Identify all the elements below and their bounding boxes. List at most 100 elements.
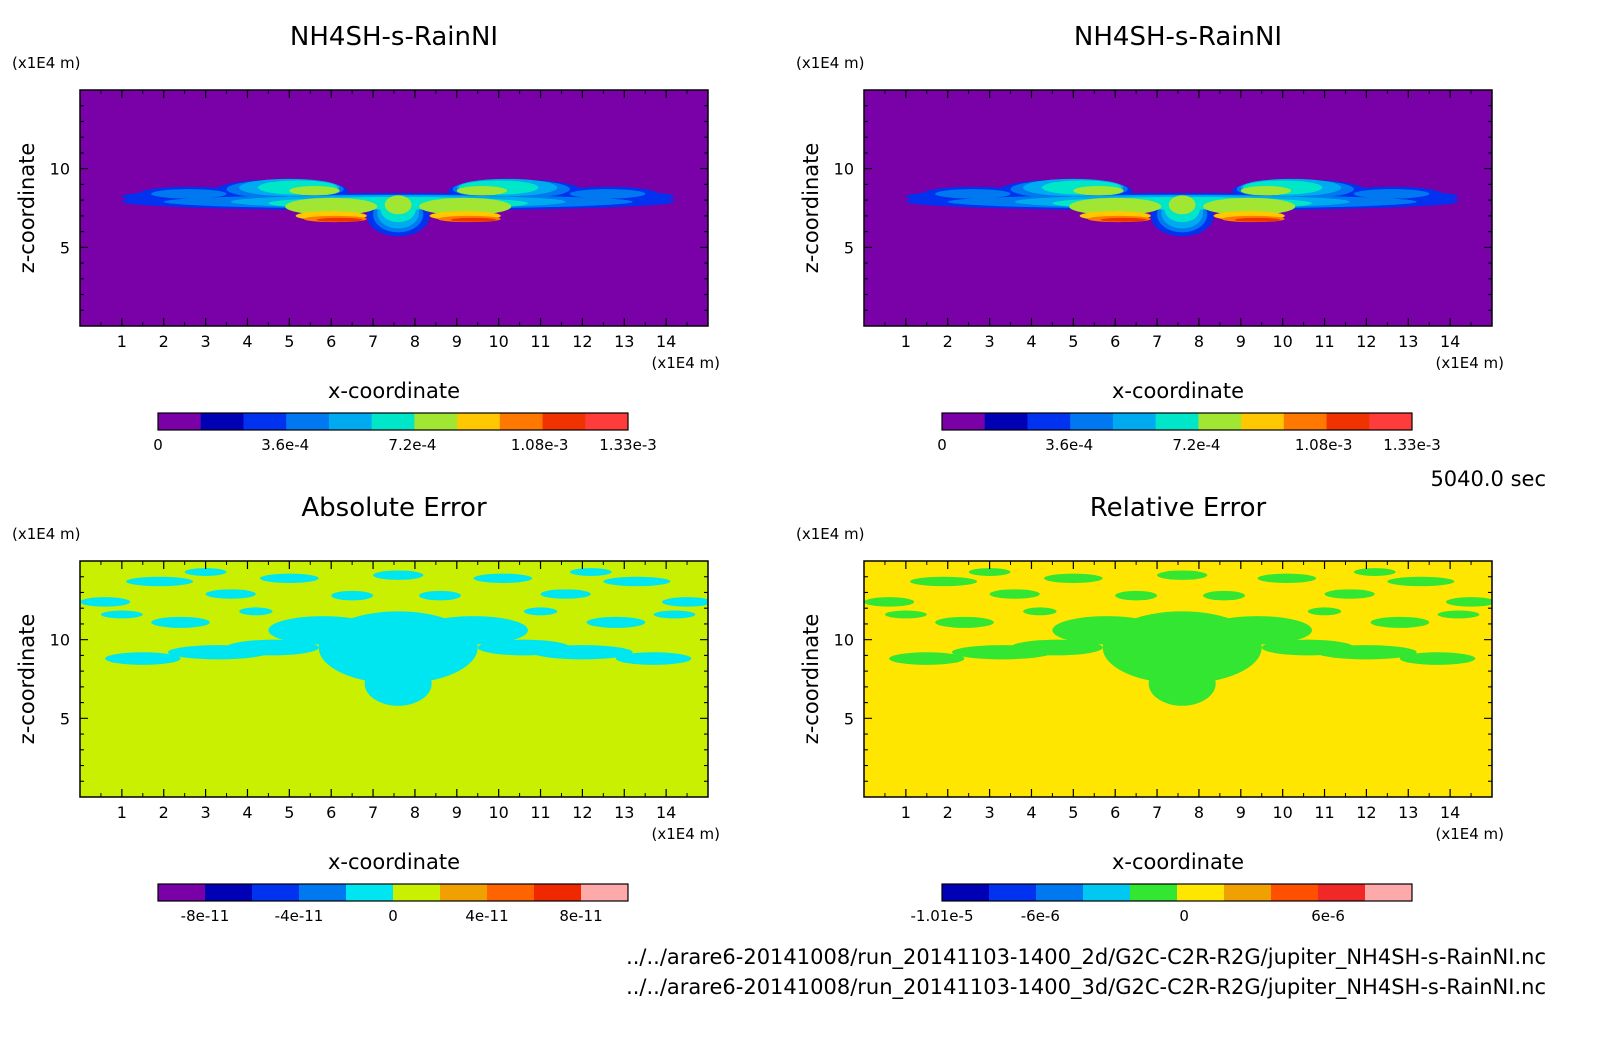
plot-area (864, 90, 1492, 326)
error-region-22 (100, 610, 143, 619)
colorbar-tick-label: 4e-11 (465, 907, 508, 925)
error-region-26 (1157, 570, 1208, 580)
error-region-21 (1445, 597, 1492, 607)
x-tick-label: 11 (530, 332, 550, 351)
plume-contour-7-0 (316, 217, 363, 222)
plume-contour-4-4 (1240, 185, 1292, 196)
error-region-20 (1387, 576, 1455, 587)
colorbar-segment (499, 413, 544, 430)
chart-title: NH4SH-s-RainNI (290, 22, 498, 52)
x-tick-label: 1 (901, 332, 911, 351)
colorbar-segment (243, 413, 287, 430)
colorbar-segment (457, 413, 501, 430)
x-tick-label: 12 (572, 803, 592, 822)
plume-contour-7-1 (1234, 217, 1281, 222)
y-axis-label: z-coordinate (799, 143, 823, 274)
colorbar-tick-label: 3.6e-4 (1045, 436, 1093, 454)
colorbar-segment (414, 413, 458, 430)
colorbar-tick-label: -6e-6 (1021, 907, 1060, 925)
colorbar: 0 3.6e-4 7.2e-4 1.08e-3 1.33e-3 (153, 412, 657, 454)
colorbar-tick-label: 7.2e-4 (1172, 436, 1220, 454)
plume-contour-1-5 (569, 189, 646, 199)
x-tick-label: 10 (1272, 332, 1292, 351)
x-tick-label: 10 (488, 803, 508, 822)
colorbar-tick-label: 6e-6 (1311, 907, 1345, 925)
plume-contour-1-4 (935, 189, 1011, 199)
x-axis-label: x-coordinate (328, 850, 460, 874)
x-unit-label: (x1E4 m) (651, 825, 720, 843)
error-region-13 (126, 576, 194, 587)
y-unit-label: (x1E4 m) (796, 525, 865, 543)
chart-panel-4: Relative Error(x1E4 m)(x1E4 m)1 2 3 4 5 6 7 8 9 1… (796, 493, 1504, 925)
error-region-1 (364, 661, 432, 706)
colorbar-segment (1155, 413, 1199, 430)
error-region-26 (373, 570, 424, 580)
error-region-6 (951, 645, 1053, 660)
error-region-22 (884, 610, 927, 619)
colorbar-tick-label: 1.08e-3 (511, 436, 569, 454)
error-region-18 (1257, 573, 1317, 584)
plume-contour-1-4 (151, 189, 227, 199)
colorbar-segment (1318, 884, 1366, 901)
error-region-1 (1148, 661, 1216, 706)
error-region-7 (1316, 645, 1417, 660)
x-tick-label: 13 (614, 803, 634, 822)
plume-contour-7-0 (1100, 217, 1147, 222)
error-region-18 (473, 573, 533, 584)
error-region-13 (910, 576, 978, 587)
error-region-23 (653, 610, 696, 619)
colorbar-segment (989, 884, 1037, 901)
x-unit-label: (x1E4 m) (1435, 825, 1504, 843)
x-tick-label: 7 (1152, 803, 1162, 822)
colorbar-segment (205, 884, 253, 901)
x-tick-label: 11 (1314, 332, 1334, 351)
x-tick-label: 13 (1398, 332, 1418, 351)
x-axis-label: x-coordinate (328, 379, 460, 403)
x-tick-label: 1 (117, 332, 127, 351)
x-tick-label: 12 (1356, 803, 1376, 822)
error-region-20 (603, 576, 671, 587)
x-tick-label: 5 (1068, 803, 1078, 822)
colorbar-segment (1198, 413, 1242, 430)
error-region-11 (1370, 616, 1430, 628)
x-tick-label: 8 (1194, 803, 1204, 822)
y-tick-label: 10 (50, 160, 70, 179)
x-tick-label: 14 (1440, 803, 1460, 822)
x-tick-label: 8 (410, 803, 420, 822)
colorbar-segment (1036, 884, 1084, 901)
chart-panel-3: Absolute Error(x1E4 m)(x1E4 m)1 2 3 4 5 6 7 8 9 1… (12, 493, 720, 925)
colorbar-tick-label: 8e-11 (559, 907, 602, 925)
colorbar-tick-label: -8e-11 (181, 907, 230, 925)
plume-contour-4-0 (285, 197, 378, 216)
error-region-6 (167, 645, 269, 660)
colorbar-tick-label: 0 (153, 436, 163, 454)
x-tick-label: 2 (159, 332, 169, 351)
y-unit-label: (x1E4 m) (12, 54, 81, 72)
error-region-17 (419, 590, 461, 601)
colorbar-segment (371, 413, 415, 430)
x-tick-label: 4 (242, 332, 252, 351)
x-tick-label: 6 (1110, 332, 1120, 351)
x-tick-label: 5 (284, 332, 294, 351)
error-region-27 (184, 568, 227, 576)
colorbar: -1.01e-5 -6e-6 0 6e-6 (911, 883, 1413, 925)
x-tick-label: 6 (1110, 803, 1120, 822)
error-region-16 (1115, 590, 1158, 601)
x-tick-label: 10 (488, 332, 508, 351)
error-region-12 (80, 597, 131, 607)
error-region-25 (1307, 607, 1342, 616)
colorbar-segment (542, 413, 586, 430)
chart-title: NH4SH-s-RainNI (1074, 22, 1282, 52)
y-tick-label: 10 (834, 631, 854, 650)
colorbar-segment (1070, 413, 1114, 430)
colorbar-segment (393, 884, 441, 901)
x-tick-label: 9 (1236, 803, 1246, 822)
x-axis-label: x-coordinate (1112, 850, 1244, 874)
error-region-9 (1399, 652, 1476, 665)
error-region-28 (1353, 568, 1396, 576)
y-axis-label: z-coordinate (15, 614, 39, 745)
y-axis-label: z-coordinate (799, 614, 823, 745)
x-axis-label: x-coordinate (1112, 379, 1244, 403)
colorbar-frame (941, 883, 1413, 902)
